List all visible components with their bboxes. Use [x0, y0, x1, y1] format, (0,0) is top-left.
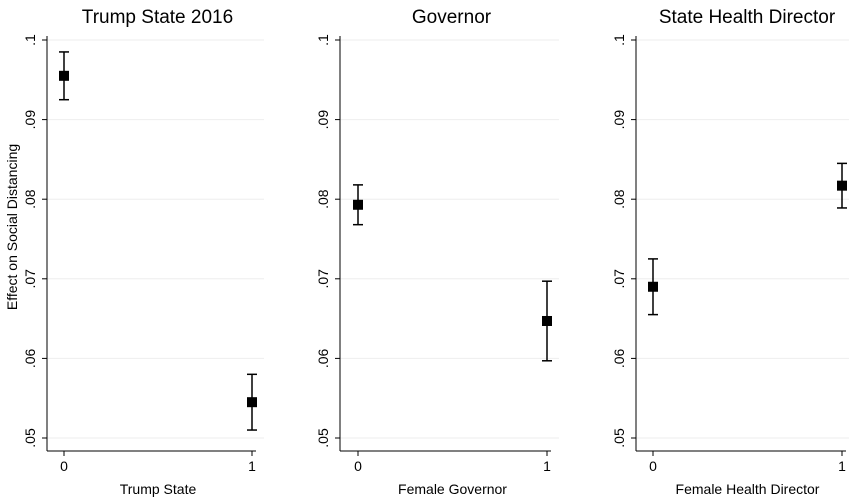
y-axis-label: Effect on Social Distancing	[4, 144, 20, 310]
chart-title: Trump State 2016	[82, 7, 233, 28]
x-axis-label: Female Health Director	[676, 481, 820, 497]
x-tick-label: 1	[248, 458, 256, 474]
y-tick-label: .06	[611, 348, 627, 368]
y-tick-label: .05	[611, 428, 627, 448]
x-axis-label: Female Governor	[398, 481, 507, 497]
x-tick-label: 0	[60, 458, 68, 474]
y-tick-label: .07	[22, 269, 38, 289]
data-point	[837, 180, 847, 191]
data-point	[59, 70, 69, 81]
y-tick-label: .06	[315, 348, 331, 368]
y-tick-label: .07	[611, 269, 627, 289]
y-tick-label: .07	[315, 269, 331, 289]
x-tick-label: 0	[354, 458, 362, 474]
chart-title: State Health Director	[659, 7, 836, 28]
y-tick-label: .09	[611, 110, 627, 130]
y-tick-label: .05	[315, 428, 331, 448]
y-tick-label: .09	[22, 110, 38, 130]
y-tick-label: .09	[315, 110, 331, 130]
x-tick-label: 0	[649, 458, 657, 474]
y-tick-label: .08	[315, 189, 331, 209]
y-tick-label: .06	[22, 348, 38, 368]
y-tick-label: .1	[315, 34, 331, 46]
x-tick-label: 1	[838, 458, 846, 474]
x-axis-label: Trump State	[120, 481, 197, 497]
data-point	[648, 281, 658, 292]
y-tick-label: .1	[611, 34, 627, 46]
y-tick-label: .08	[611, 189, 627, 209]
data-point	[542, 315, 552, 326]
data-point	[353, 199, 363, 210]
data-point	[247, 397, 257, 408]
y-tick-label: .05	[22, 428, 38, 448]
y-tick-label: .1	[22, 34, 38, 46]
chart-title: Governor	[412, 7, 492, 28]
y-tick-label: .08	[22, 189, 38, 209]
x-tick-label: 1	[543, 458, 551, 474]
